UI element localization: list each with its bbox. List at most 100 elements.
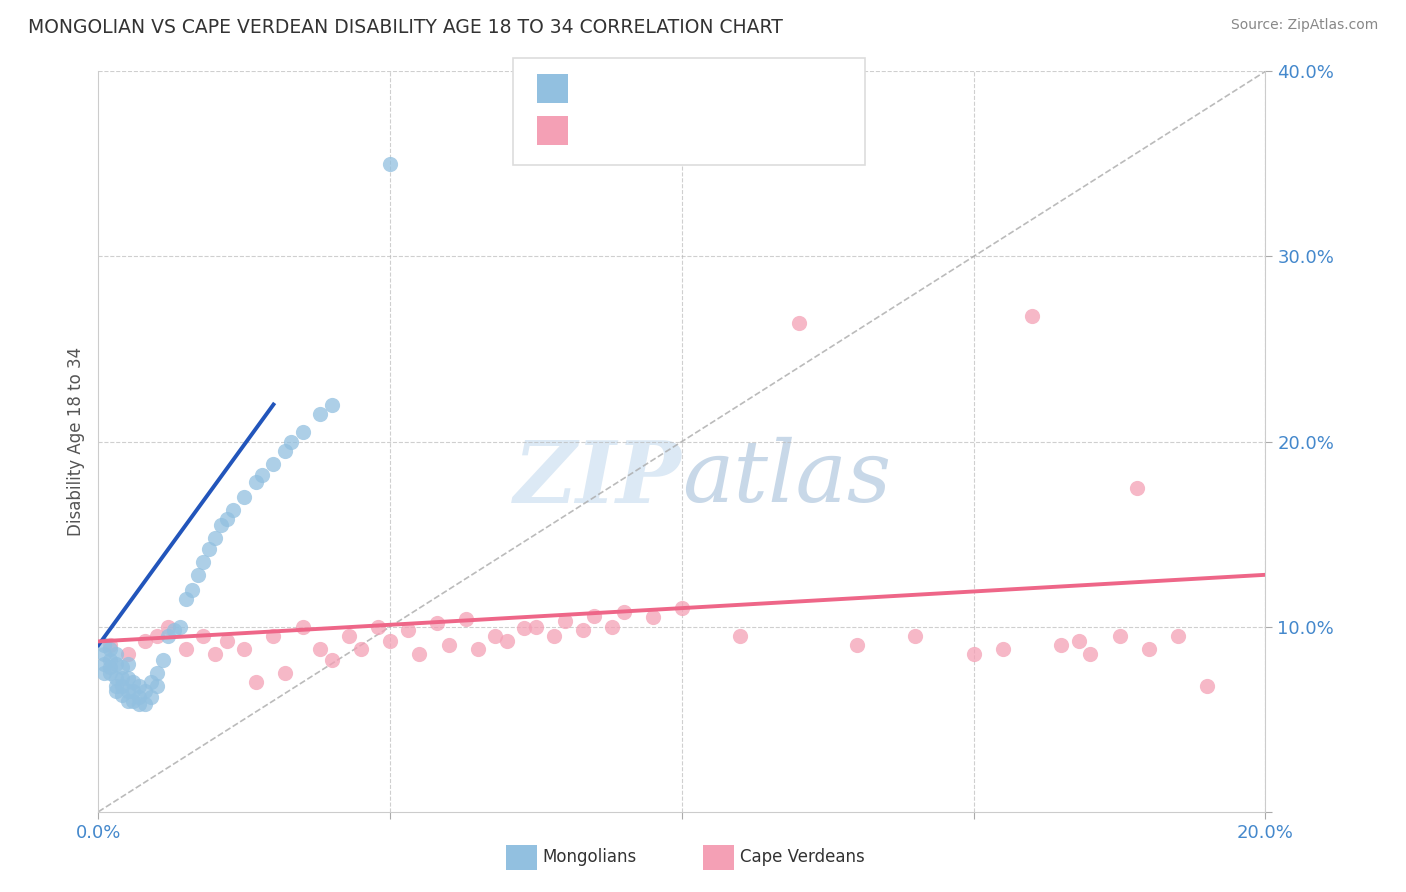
Point xyxy=(128,698,150,712)
Point xyxy=(962,648,984,662)
Point xyxy=(111,688,134,702)
Point xyxy=(193,629,215,643)
Text: R =  0.118    N = 53: R = 0.118 N = 53 xyxy=(574,121,755,139)
Point xyxy=(98,653,121,667)
Point xyxy=(134,684,156,698)
Point xyxy=(93,665,115,680)
Point xyxy=(152,653,174,667)
Point xyxy=(117,648,139,662)
Point xyxy=(93,638,115,652)
Text: MONGOLIAN VS CAPE VERDEAN DISABILITY AGE 18 TO 34 CORRELATION CHART: MONGOLIAN VS CAPE VERDEAN DISABILITY AGE… xyxy=(28,18,783,37)
Point xyxy=(198,541,221,556)
Point xyxy=(1050,638,1073,652)
Point xyxy=(204,531,226,545)
Point xyxy=(321,398,343,412)
Point xyxy=(454,612,477,626)
Point xyxy=(467,641,489,656)
Point xyxy=(122,675,145,690)
Point xyxy=(104,679,127,693)
Point xyxy=(128,679,150,693)
Point xyxy=(396,624,419,638)
Point xyxy=(274,665,297,680)
Point xyxy=(846,638,869,652)
Point xyxy=(496,634,519,648)
Point xyxy=(250,467,273,482)
Point xyxy=(1167,629,1189,643)
Point xyxy=(104,684,127,698)
Point xyxy=(163,624,186,638)
Point xyxy=(128,690,150,704)
Point xyxy=(1021,309,1043,323)
Point xyxy=(600,619,623,633)
Point xyxy=(111,679,134,693)
Point xyxy=(93,657,115,671)
Point xyxy=(787,316,810,330)
Point xyxy=(104,672,127,686)
Point xyxy=(233,490,256,504)
Point xyxy=(215,512,238,526)
Point xyxy=(245,475,267,490)
Text: Cape Verdeans: Cape Verdeans xyxy=(740,848,865,866)
Point xyxy=(117,684,139,698)
Point xyxy=(146,629,169,643)
Point xyxy=(104,657,127,671)
Point xyxy=(291,425,314,440)
Point xyxy=(180,582,202,597)
Point xyxy=(380,634,402,648)
Point xyxy=(134,634,156,648)
Point xyxy=(111,672,134,686)
Point xyxy=(484,629,506,643)
Point xyxy=(146,679,169,693)
Point xyxy=(204,648,226,662)
Point xyxy=(408,648,430,662)
Point xyxy=(1080,648,1102,662)
Point xyxy=(117,694,139,708)
Text: ZIP: ZIP xyxy=(515,437,682,520)
Point xyxy=(122,694,145,708)
Point xyxy=(337,629,360,643)
Point xyxy=(187,567,209,582)
Point xyxy=(122,684,145,698)
Point xyxy=(1126,481,1149,495)
Point xyxy=(380,157,402,171)
Point xyxy=(309,641,332,656)
Point xyxy=(1195,679,1218,693)
Point xyxy=(309,407,332,421)
Point xyxy=(262,457,284,471)
Point xyxy=(245,675,267,690)
Point xyxy=(1067,634,1090,648)
Point xyxy=(671,601,693,615)
Point xyxy=(193,555,215,569)
Point xyxy=(233,641,256,656)
Point xyxy=(104,648,127,662)
Point xyxy=(524,619,547,633)
Point xyxy=(730,629,752,643)
Point xyxy=(554,614,576,628)
Point xyxy=(146,665,169,680)
Point xyxy=(98,641,121,656)
Point xyxy=(98,660,121,674)
Y-axis label: Disability Age 18 to 34: Disability Age 18 to 34 xyxy=(66,347,84,536)
Point xyxy=(904,629,927,643)
Point xyxy=(513,622,536,636)
Point xyxy=(174,641,197,656)
Point xyxy=(291,619,314,633)
Point xyxy=(117,657,139,671)
Point xyxy=(350,641,373,656)
Point xyxy=(262,629,284,643)
Point xyxy=(1137,641,1160,656)
Point xyxy=(93,648,115,662)
Text: R =  0.461    N = 56: R = 0.461 N = 56 xyxy=(574,78,755,96)
Text: Source: ZipAtlas.com: Source: ZipAtlas.com xyxy=(1230,18,1378,32)
Point xyxy=(117,672,139,686)
Point xyxy=(274,443,297,458)
Point xyxy=(215,634,238,648)
Point xyxy=(367,619,389,633)
Point xyxy=(221,503,243,517)
Point xyxy=(139,675,162,690)
Point xyxy=(641,610,664,624)
Point xyxy=(612,605,634,619)
Point xyxy=(134,698,156,712)
Point xyxy=(571,624,593,638)
Point xyxy=(426,615,449,630)
